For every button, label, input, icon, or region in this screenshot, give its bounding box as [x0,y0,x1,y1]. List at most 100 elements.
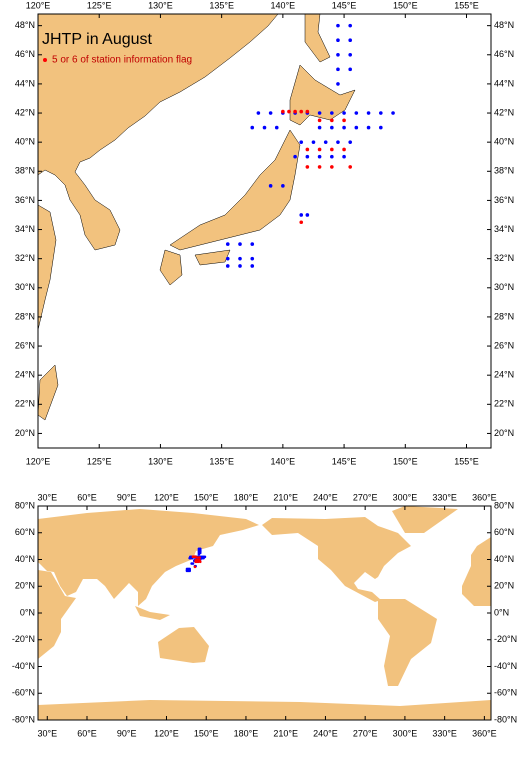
x-tick-label: 180°E [234,728,259,738]
y-tick-label: 40°N [494,554,514,564]
station [317,111,322,115]
y-tick-label: 60°N [15,527,35,537]
x-tick-label: 270°E [353,728,378,738]
station [293,109,297,114]
station [299,213,304,217]
station [317,147,322,152]
station [330,147,334,152]
x-tick-label: 240°E [313,728,338,738]
y-tick-label: 80°N [15,500,35,510]
y-tick-label: 44°N [494,78,514,88]
y-tick-label: 34°N [494,224,514,234]
x-tick-label: 60°E [77,492,97,502]
y-tick-label: 20°N [15,581,35,591]
y-tick-label: 24°N [15,370,35,380]
y-tick-label: 38°N [494,166,514,176]
x-tick-label: 30°E [37,492,57,502]
x-tick-label: 150°E [194,492,219,502]
y-tick-label: 42°N [494,107,514,117]
station [348,165,353,169]
y-tick-label: 28°N [494,311,514,321]
station [336,82,340,86]
station [299,140,304,144]
y-tick-label: -40°N [494,661,517,671]
station [330,125,334,130]
station [348,38,353,43]
y-tick-label: 30°N [494,282,514,292]
station [336,38,340,43]
station [330,111,334,115]
station [250,125,255,130]
x-tick-label: 150°E [393,0,418,10]
station [188,569,191,573]
y-tick-label: 36°N [15,195,35,205]
y-tick-label: -20°N [12,634,35,644]
station [262,125,267,130]
x-tick-label: 130°E [148,456,173,466]
y-tick-label: 60°N [494,527,514,537]
y-tick-label: 38°N [15,166,35,176]
station [311,140,316,144]
map2-land [37,505,492,721]
x-tick-label: 360°E [472,492,497,502]
y-tick-label: 24°N [494,370,514,380]
y-tick-label: -80°N [12,714,35,724]
station [336,140,340,144]
x-tick-label: 240°E [313,492,338,502]
station [274,125,279,130]
x-tick-label: 60°E [77,728,97,738]
station [305,165,310,169]
station [293,154,297,159]
station [299,220,304,225]
legend-label: 5 or 6 of station information flag [52,55,192,66]
station [342,111,346,115]
station [336,23,340,28]
station [256,111,261,115]
station [391,111,395,115]
y-tick-label: 40°N [494,137,514,147]
y-tick-label: 0°N [494,607,509,617]
station [287,109,291,114]
x-tick-label: 300°E [393,492,418,502]
legend-marker [43,58,47,62]
station [250,256,255,261]
x-tick-label: 145°E [332,0,357,10]
station [330,165,334,169]
station [336,52,340,57]
x-tick-label: 150°E [393,456,418,466]
y-tick-label: 40°N [15,554,35,564]
y-tick-label: 22°N [15,399,35,409]
y-tick-label: 26°N [494,340,514,350]
station [366,125,371,130]
y-tick-label: 44°N [15,78,35,88]
y-tick-label: -40°N [12,661,35,671]
y-tick-label: 0°N [20,607,35,617]
station [250,242,255,246]
station [238,264,242,268]
map1-frame [37,13,492,449]
station [225,256,230,261]
station [323,140,328,144]
x-tick-label: 145°E [332,456,357,466]
station [348,140,353,144]
station [305,147,310,152]
x-tick-label: 270°E [353,492,378,502]
y-tick-label: 20°N [494,581,514,591]
station [268,111,273,115]
x-tick-label: 90°E [117,492,137,502]
station [305,213,310,217]
station [342,118,346,123]
x-tick-label: 330°E [432,728,457,738]
x-tick-label: 300°E [393,728,418,738]
station [198,551,202,555]
x-tick-label: 210°E [273,492,298,502]
x-tick-label: 135°E [209,456,234,466]
y-tick-label: 22°N [494,399,514,409]
station [379,125,383,130]
y-tick-label: 20°N [494,428,514,438]
station [202,556,205,560]
y-tick-label: 42°N [15,107,35,117]
station [317,125,322,130]
x-tick-label: 150°E [194,728,219,738]
